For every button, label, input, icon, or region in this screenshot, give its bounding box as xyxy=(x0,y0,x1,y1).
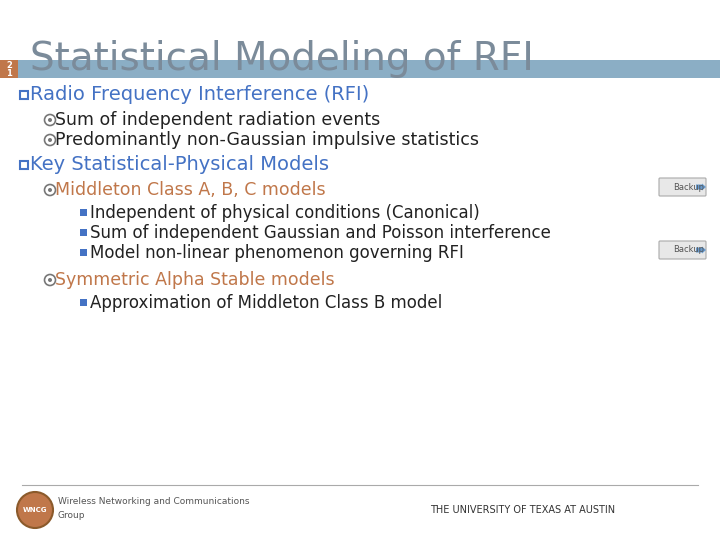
Text: Middleton Class A, B, C models: Middleton Class A, B, C models xyxy=(55,181,325,199)
Text: THE UNIVERSITY OF TEXAS AT AUSTIN: THE UNIVERSITY OF TEXAS AT AUSTIN xyxy=(430,505,615,515)
Text: Key Statistical-Physical Models: Key Statistical-Physical Models xyxy=(30,156,329,174)
Text: Backup: Backup xyxy=(673,183,704,192)
Text: Wireless Networking and Communications: Wireless Networking and Communications xyxy=(58,497,250,507)
Text: Radio Frequency Interference (RFI): Radio Frequency Interference (RFI) xyxy=(30,85,369,105)
FancyArrow shape xyxy=(696,246,706,253)
Circle shape xyxy=(48,138,52,142)
Bar xyxy=(18,60,720,78)
Circle shape xyxy=(48,278,52,282)
Circle shape xyxy=(48,188,52,192)
Circle shape xyxy=(17,492,53,528)
Text: Group: Group xyxy=(58,511,86,521)
Bar xyxy=(80,209,87,216)
Text: Predominantly non-Gaussian impulsive statistics: Predominantly non-Gaussian impulsive sta… xyxy=(55,131,479,149)
Bar xyxy=(80,299,87,306)
Text: Independent of physical conditions (Canonical): Independent of physical conditions (Cano… xyxy=(90,204,480,222)
Text: Statistical Modeling of RFI: Statistical Modeling of RFI xyxy=(30,40,534,78)
Text: 1: 1 xyxy=(6,69,12,78)
FancyBboxPatch shape xyxy=(659,178,706,196)
Text: Sum of independent radiation events: Sum of independent radiation events xyxy=(55,111,380,129)
Bar xyxy=(80,229,87,236)
Text: WNCG: WNCG xyxy=(23,507,48,513)
FancyBboxPatch shape xyxy=(659,241,706,259)
FancyArrow shape xyxy=(696,184,706,191)
Bar xyxy=(20,91,28,99)
Text: Approximation of Middleton Class B model: Approximation of Middleton Class B model xyxy=(90,294,442,312)
Text: 2: 2 xyxy=(6,62,12,71)
Bar xyxy=(80,249,87,256)
Text: Sum of independent Gaussian and Poisson interference: Sum of independent Gaussian and Poisson … xyxy=(90,224,551,242)
Bar xyxy=(0,60,18,78)
Text: Model non-linear phenomenon governing RFI: Model non-linear phenomenon governing RF… xyxy=(90,244,464,262)
Bar xyxy=(20,161,28,169)
Circle shape xyxy=(48,118,52,122)
Text: Symmetric Alpha Stable models: Symmetric Alpha Stable models xyxy=(55,271,335,289)
Text: Backup: Backup xyxy=(673,246,704,254)
